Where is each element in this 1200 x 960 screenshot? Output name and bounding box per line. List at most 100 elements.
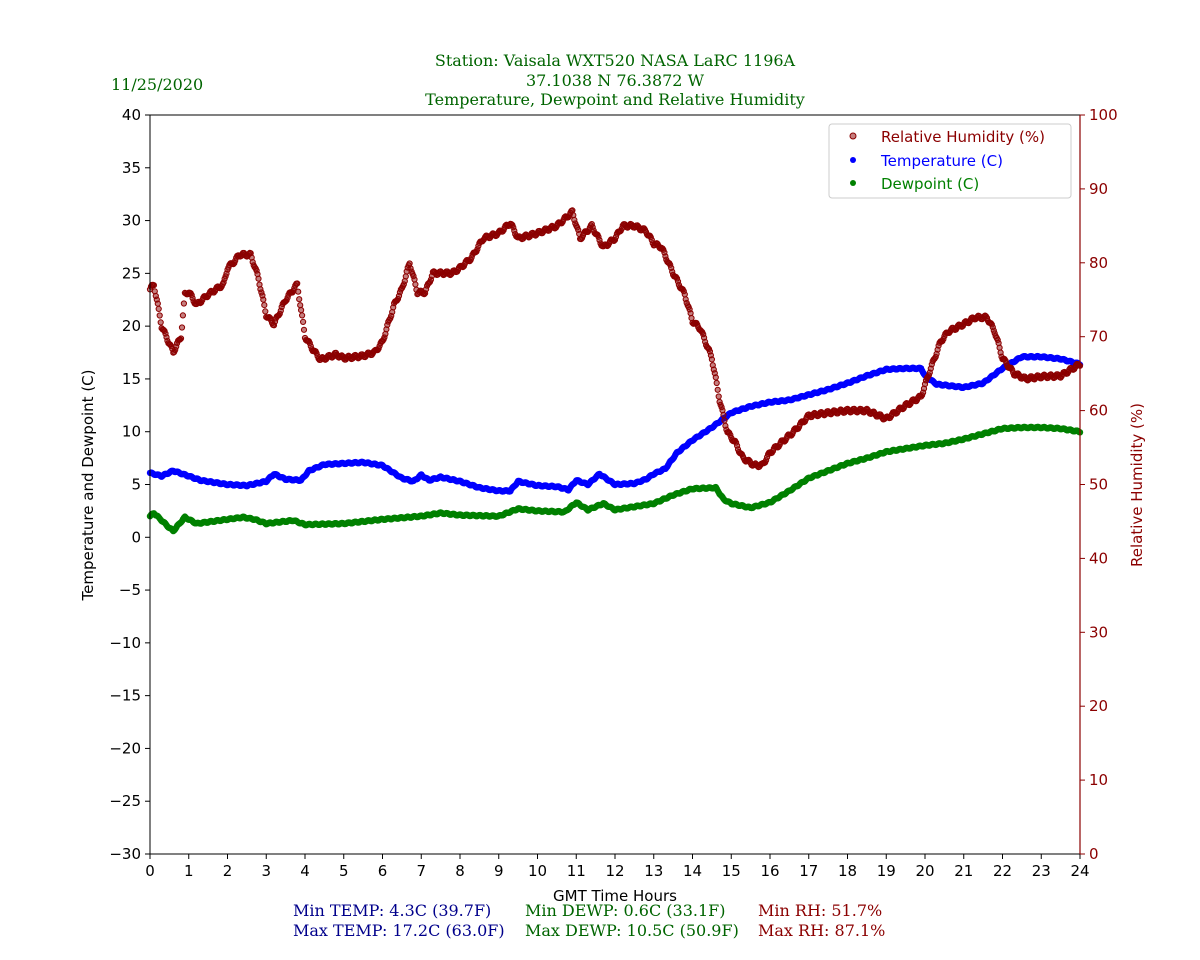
x-tick-label: 2 <box>223 862 233 880</box>
x-tick-label: 7 <box>416 862 426 880</box>
rh-point <box>299 312 306 319</box>
rh-point <box>681 291 688 298</box>
y2-tick-label: 0 <box>1089 845 1099 863</box>
rh-point <box>712 374 719 381</box>
chart-date: 11/25/2020 <box>111 75 203 94</box>
y2-tick-label: 60 <box>1089 402 1108 420</box>
x-tick-label: 6 <box>378 862 388 880</box>
rh-point <box>297 302 304 309</box>
y-tick-label: −15 <box>109 687 141 705</box>
rh-series <box>146 207 1084 471</box>
legend-label-rh: Relative Humidity (%) <box>881 128 1045 146</box>
x-axis-label: GMT Time Hours <box>553 887 677 905</box>
y-tick-label: 25 <box>122 264 141 282</box>
x-tick-label: 18 <box>838 862 857 880</box>
y-tick-label: 40 <box>122 106 141 124</box>
legend-marker-dewp <box>850 180 856 186</box>
x-tick-label: 1 <box>184 862 194 880</box>
legend: Relative Humidity (%) Temperature (C) De… <box>828 123 1072 199</box>
rh-point <box>714 386 721 393</box>
stat-min-rh: Min RH: 51.7% <box>758 901 882 920</box>
rh-point <box>155 305 162 312</box>
x-tick-label: 8 <box>455 862 465 880</box>
rh-point <box>412 281 419 288</box>
rh-point <box>295 288 302 295</box>
x-tick-label: 10 <box>528 862 547 880</box>
stat-min-dewp: Min DEWP: 0.6C (33.1F) <box>525 901 726 920</box>
y-tick-label: −30 <box>109 845 141 863</box>
rh-point <box>720 411 727 419</box>
rh-point <box>157 319 164 326</box>
rh-point <box>156 312 163 319</box>
rh-point <box>296 296 303 303</box>
rh-point <box>150 282 157 289</box>
y-tick-label: 15 <box>122 370 141 388</box>
rh-point <box>154 300 161 307</box>
x-tick-label: 5 <box>339 862 349 880</box>
y-tick-label: 30 <box>122 212 141 230</box>
rh-point <box>298 307 305 314</box>
x-tick-label: 12 <box>605 862 624 880</box>
x-tick-label: 17 <box>799 862 818 880</box>
y2-tick-label: 90 <box>1089 180 1108 198</box>
y-tick-label: 35 <box>122 159 141 177</box>
rh-point <box>300 318 307 325</box>
x-tick-label: 4 <box>300 862 310 880</box>
y2-tick-label: 70 <box>1089 328 1108 346</box>
stat-min-temp: Min TEMP: 4.3C (39.7F) <box>293 901 491 920</box>
x-tick-label: 13 <box>644 862 663 880</box>
rh-point <box>178 324 186 331</box>
x-tick-label: 19 <box>877 862 896 880</box>
x-tick-label: 0 <box>145 862 155 880</box>
y2-tick-label: 80 <box>1089 254 1108 272</box>
legend-label-temp: Temperature (C) <box>880 152 1003 170</box>
chart-title-main: Temperature, Dewpoint and Relative Humid… <box>425 90 805 109</box>
rh-point <box>180 300 187 307</box>
y-tick-label: 0 <box>131 528 141 546</box>
rh-point <box>687 310 694 317</box>
rh-point <box>721 417 728 424</box>
rh-point <box>261 302 268 309</box>
stat-max-rh: Max RH: 87.1% <box>758 921 885 940</box>
y-tick-label: −5 <box>119 581 141 599</box>
y2-tick-label: 100 <box>1089 106 1118 124</box>
stat-max-dewp: Max DEWP: 10.5C (50.9F) <box>525 921 739 940</box>
x-tick-label: 21 <box>954 862 973 880</box>
x-tick-label: 23 <box>1032 862 1051 880</box>
y2-axis-label: Relative Humidity (%) <box>1128 403 1146 567</box>
x-tick-label: 20 <box>915 862 934 880</box>
dewpoint-series <box>146 423 1084 535</box>
rh-point <box>262 308 269 315</box>
rh-point <box>177 335 185 342</box>
y2-tick-label: 20 <box>1089 697 1108 715</box>
y2-tick-label: 10 <box>1089 771 1108 789</box>
rh-point <box>996 344 1003 351</box>
y-tick-label: −25 <box>109 792 141 810</box>
y2-tick-label: 30 <box>1089 623 1108 641</box>
x-tick-label: 16 <box>760 862 779 880</box>
rh-point <box>411 276 418 283</box>
y-tick-label: −20 <box>109 739 141 757</box>
x-tick-label: 9 <box>494 862 504 880</box>
stat-max-temp: Max TEMP: 17.2C (63.0F) <box>293 921 505 940</box>
legend-label-dewp: Dewpoint (C) <box>881 175 979 193</box>
rh-point <box>260 296 267 303</box>
rh-point <box>715 393 722 400</box>
x-tick-label: 14 <box>683 862 702 880</box>
legend-marker-rh <box>849 132 857 140</box>
x-tick-label: 24 <box>1070 862 1089 880</box>
y-tick-label: −10 <box>109 634 141 652</box>
y-tick-label: 10 <box>122 423 141 441</box>
chart-title-station: Station: Vaisala WXT520 NASA LaRC 1196A <box>435 51 796 70</box>
rh-point <box>569 207 576 214</box>
x-tick-label: 11 <box>567 862 586 880</box>
y2-tick-label: 50 <box>1089 476 1108 494</box>
x-tick-label: 3 <box>261 862 271 880</box>
rh-point <box>708 356 716 363</box>
temperature-series <box>146 352 1084 495</box>
legend-marker-temp <box>850 157 856 163</box>
rh-point <box>402 273 409 280</box>
y-tick-label: 20 <box>122 317 141 335</box>
y-axis-label: Temperature and Dewpoint (C) <box>79 369 97 601</box>
